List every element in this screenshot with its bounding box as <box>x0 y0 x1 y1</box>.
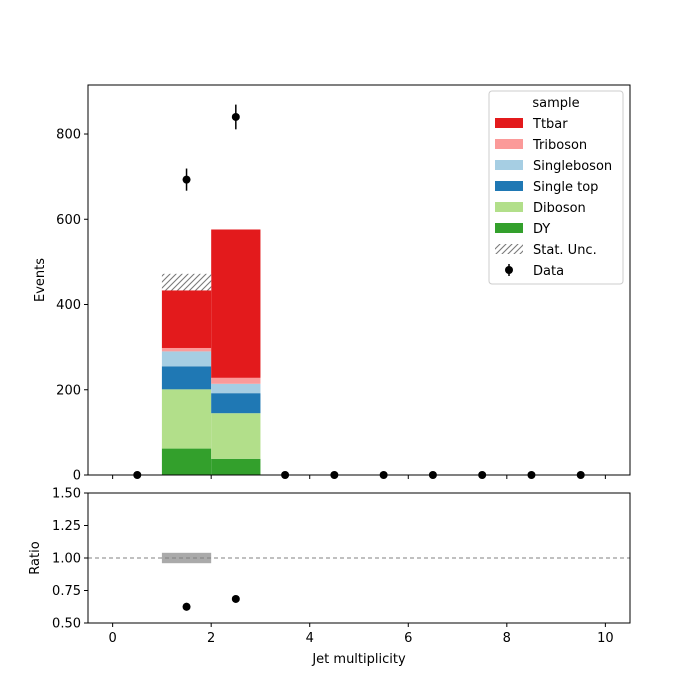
bar-singleboson-bin-1 <box>211 383 261 394</box>
legend-entry-diboson-swatch <box>495 202 523 212</box>
ratio-x-tick-label: 4 <box>306 631 314 646</box>
ratio-y-tick-label: 1.00 <box>52 552 81 567</box>
legend-entry-triboson-label: Triboson <box>532 138 587 153</box>
ratio-plot-panel: 0 2 4 6 8 10 0.50 0.75 1.00 1.25 1.50 Jet multiplic… <box>28 487 631 667</box>
legend-entry-singleboson-swatch <box>495 160 523 170</box>
ratio-y-tick-label: 1.25 <box>52 519 81 534</box>
legend: sample Ttbar Triboson Singleboson Single top… <box>488 90 624 285</box>
data-point-1 <box>182 175 191 184</box>
main-y-tick-label: 400 <box>56 298 81 313</box>
main-y-tick-label: 0 <box>73 469 81 484</box>
stat-unc-band-0 <box>161 273 212 291</box>
data-point-2 <box>231 112 240 121</box>
x-axis-label: Jet multiplicity <box>311 652 406 667</box>
bar-triboson-bin-0 <box>161 347 212 352</box>
ratio-y-axis-label: Ratio <box>28 541 43 574</box>
legend-entry-ttbar-label: Ttbar <box>532 117 568 132</box>
bar-diboson-bin-1 <box>211 413 261 459</box>
legend-entry-dy-label: DY <box>533 222 550 237</box>
bar-ttbar-bin-0 <box>161 289 212 348</box>
legend-entry-single-top-swatch <box>495 181 523 191</box>
ratio-x-tick-label: 8 <box>503 631 511 646</box>
ratio-x-tick-label: 2 <box>207 631 215 646</box>
legend-entry-single-top-label: Single top <box>533 180 598 195</box>
legend-entry-diboson-label: Diboson <box>533 201 586 216</box>
bar-ttbar-bin-1 <box>211 229 261 378</box>
bar-triboson-bin-1 <box>211 377 261 384</box>
ratio-x-tick-label: 6 <box>404 631 412 646</box>
legend-entry-data-marker <box>505 266 513 274</box>
main-plot-panel: 0 200 400 600 800 Events <box>33 84 631 484</box>
bar-dy-bin-1 <box>211 458 261 475</box>
main-y-tick-label: 800 <box>56 128 81 143</box>
bar-single-top-bin-1 <box>211 393 261 414</box>
bar-singleboson-bin-0 <box>161 351 212 367</box>
bar-diboson-bin-0 <box>161 389 212 449</box>
legend-entry-data-label: Data <box>533 264 564 279</box>
ratio-x-tick-label: 0 <box>108 631 116 646</box>
ratio-y-tick-label: 1.50 <box>52 487 81 502</box>
legend-entry-singleboson-label: Singleboson <box>533 159 612 174</box>
main-y-tick-label: 200 <box>56 383 81 398</box>
legend-entry-stat-unc--label: Stat. Unc. <box>533 243 597 258</box>
main-y-tick-label: 600 <box>56 213 81 228</box>
legend-entry-ttbar-swatch <box>495 118 523 128</box>
bar-single-top-bin-0 <box>161 366 212 390</box>
legend-entry-dy-swatch <box>495 223 523 233</box>
ratio-point-1 <box>231 594 240 603</box>
bar-dy-bin-0 <box>161 448 212 475</box>
legend-entry-triboson-swatch <box>495 139 523 149</box>
main-axes-frame <box>87 84 631 476</box>
legend-title: sample <box>532 96 579 111</box>
main-y-axis-label: Events <box>33 258 48 302</box>
ratio-point-0 <box>182 602 191 611</box>
ratio-x-tick-label: 10 <box>597 631 614 646</box>
legend-entry-stat-unc--swatch <box>495 244 523 254</box>
ratio-y-tick-label: 0.75 <box>52 584 81 599</box>
ratio-y-tick-label: 0.50 <box>52 617 81 632</box>
